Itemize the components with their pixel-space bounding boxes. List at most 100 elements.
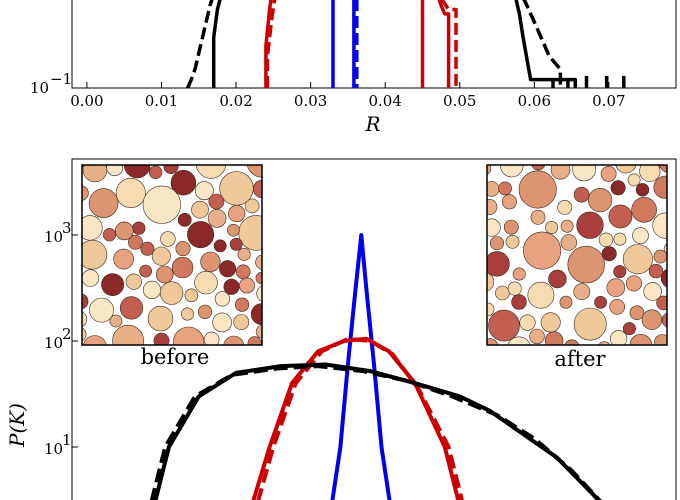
particle xyxy=(594,295,607,309)
particle xyxy=(160,231,176,247)
particle xyxy=(661,312,667,328)
particle xyxy=(658,165,667,173)
particle xyxy=(653,175,667,199)
bottom-series-line-4 xyxy=(149,364,602,500)
particle xyxy=(631,197,657,223)
particle xyxy=(194,181,214,201)
particle xyxy=(172,326,205,345)
top-ytick-base: 10 xyxy=(30,79,49,97)
particle xyxy=(505,234,520,249)
top-xtick-label-1: 0.01 xyxy=(145,92,178,110)
bottom-ytick-exponent: 2 xyxy=(62,325,72,343)
particle xyxy=(512,267,526,281)
bottom-plot-frame xyxy=(71,158,677,500)
bottom-ytick-label-1e2: 10 2 xyxy=(44,325,72,352)
particle xyxy=(629,334,652,345)
particle xyxy=(159,281,184,305)
top-xtick-label-2: 0.02 xyxy=(219,92,252,110)
particle xyxy=(109,314,123,328)
top-xtick-label-5: 0.05 xyxy=(443,92,476,110)
particle xyxy=(200,251,221,272)
particle xyxy=(609,299,626,315)
particle xyxy=(89,297,114,323)
particle xyxy=(255,324,262,339)
top-series-line-2 xyxy=(514,0,578,88)
particle xyxy=(629,305,645,321)
particle xyxy=(82,293,89,310)
particle xyxy=(560,234,577,251)
particle xyxy=(113,248,134,270)
particle xyxy=(600,165,617,182)
particle xyxy=(142,280,162,300)
particle xyxy=(656,295,667,311)
particle xyxy=(501,194,517,210)
particle xyxy=(195,165,227,179)
particle xyxy=(142,185,181,224)
particle xyxy=(567,245,605,284)
particle xyxy=(82,311,88,327)
particle xyxy=(82,165,85,168)
particle xyxy=(572,165,596,182)
top-panel: 0.00 0.01 0.02 0.03 0.04 0.05 0.06 0.07 10 −1 R xyxy=(30,0,677,136)
particle xyxy=(654,334,667,345)
bottom-series-line-2 xyxy=(256,336,464,500)
particle xyxy=(170,170,197,196)
particle xyxy=(147,305,174,332)
particle xyxy=(256,285,262,302)
top-x-axis-label: R xyxy=(364,112,380,136)
particle xyxy=(163,165,179,174)
particle xyxy=(171,256,194,279)
bottom-ytick-exponent: 3 xyxy=(62,219,72,237)
particle xyxy=(223,335,245,345)
particle xyxy=(219,260,237,278)
top-xtick-label-3: 0.03 xyxy=(294,92,327,110)
top-xtick-label-0: 0.00 xyxy=(70,92,103,110)
particle xyxy=(83,335,107,345)
particle xyxy=(219,171,254,206)
particle xyxy=(487,251,510,277)
particle xyxy=(576,211,604,239)
top-series-line-10 xyxy=(437,0,451,88)
particle xyxy=(511,294,527,310)
top-xtick-label-4: 0.04 xyxy=(368,92,401,110)
inset-before-image xyxy=(81,164,263,346)
particle xyxy=(148,165,163,180)
particle xyxy=(489,236,504,251)
top-ytick-exponent: −1 xyxy=(50,70,72,88)
particle xyxy=(632,227,649,244)
particle xyxy=(212,312,232,333)
particle xyxy=(228,204,246,223)
particle xyxy=(253,179,262,199)
particle xyxy=(82,269,100,287)
particle xyxy=(119,296,144,320)
particle xyxy=(82,215,103,241)
particle xyxy=(548,269,567,289)
particle xyxy=(132,221,146,235)
bottom-ytick-tick-0 xyxy=(72,234,78,448)
bottom-ytick-label-1e1: 10 1 xyxy=(44,431,72,458)
particle xyxy=(82,185,89,201)
particle xyxy=(598,341,611,345)
particle xyxy=(213,239,227,253)
particle xyxy=(246,165,262,178)
particle xyxy=(527,281,555,309)
particle xyxy=(523,231,562,270)
particle xyxy=(233,314,250,330)
particle xyxy=(82,327,87,342)
particle xyxy=(184,288,199,303)
particle xyxy=(88,188,119,218)
particle xyxy=(487,272,495,292)
particle xyxy=(112,324,144,345)
particle xyxy=(608,204,633,229)
particle xyxy=(498,181,512,196)
particle xyxy=(102,228,117,242)
particle xyxy=(127,234,143,250)
bottom-series-line-1 xyxy=(251,336,461,500)
particle xyxy=(598,232,614,248)
particle xyxy=(540,312,561,333)
particle xyxy=(610,330,628,345)
particle xyxy=(495,285,510,301)
particle xyxy=(564,339,580,345)
top-xtick-label-6: 0.06 xyxy=(518,92,551,110)
